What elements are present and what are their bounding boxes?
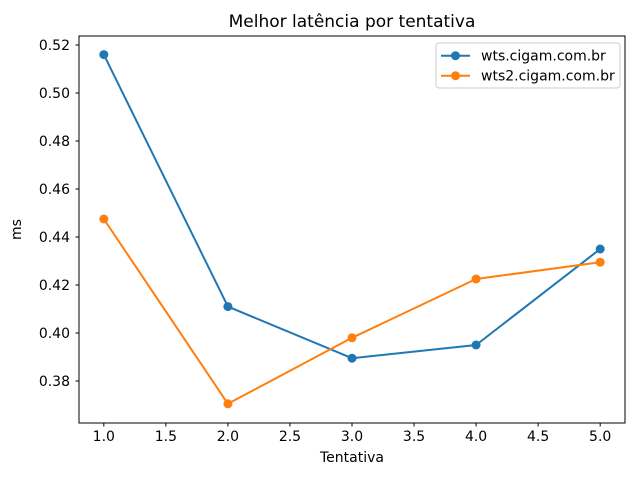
legend: wts.cigam.com.br wts2.cigam.com.br [435, 42, 621, 89]
data-point-marker [99, 50, 109, 60]
y-tick-label: 0.38 [39, 374, 70, 390]
data-point-marker [223, 302, 233, 312]
data-point-marker [471, 274, 481, 284]
y-tick-label: 0.42 [39, 278, 70, 294]
y-tick-label: 0.48 [39, 134, 70, 150]
legend-marker [451, 71, 460, 81]
y-axis-label: ms [9, 219, 25, 240]
axes-border [78, 35, 626, 424]
x-tick-label: 2.5 [279, 429, 301, 445]
data-point-marker [223, 399, 233, 409]
data-point-marker [595, 257, 605, 267]
y-tick-label: 0.44 [39, 230, 70, 246]
x-tick-label: 3.0 [341, 429, 363, 445]
y-tick-label: 0.52 [39, 38, 70, 54]
series-line [102, 53, 602, 360]
x-tick-label: 4.0 [465, 429, 487, 445]
data-point-marker [471, 340, 481, 350]
x-tick-label: 2.0 [217, 429, 239, 445]
data-point-marker [347, 333, 357, 343]
data-point-marker [595, 244, 605, 254]
legend-marker [451, 51, 460, 61]
x-axis-label: Tentativa [319, 450, 384, 466]
chart-title: Melhor latência por tentativa [229, 12, 476, 32]
x-tick-label: 3.5 [403, 429, 425, 445]
data-point-marker [347, 353, 357, 363]
y-tick-label: 0.40 [39, 326, 70, 342]
series-line [102, 218, 602, 405]
y-tick-label: 0.50 [39, 86, 70, 102]
legend-box [435, 42, 621, 89]
legend-label: wts.cigam.com.br [481, 49, 606, 65]
plot-area: 1.0 1.5 2.0 2.5 3.0 3.5 4.0 4.5 5.0 0.38 0.40 0.42 0… [39, 35, 626, 445]
x-tick-label: 1.5 [155, 429, 177, 445]
data-point-marker [99, 214, 109, 224]
legend-label: wts2.cigam.com.br [481, 69, 615, 85]
x-tick-label: 4.5 [527, 429, 549, 445]
x-tick-label: 5.0 [589, 429, 611, 445]
y-tick-label: 0.46 [39, 182, 70, 198]
x-tick-label: 1.0 [93, 429, 115, 445]
